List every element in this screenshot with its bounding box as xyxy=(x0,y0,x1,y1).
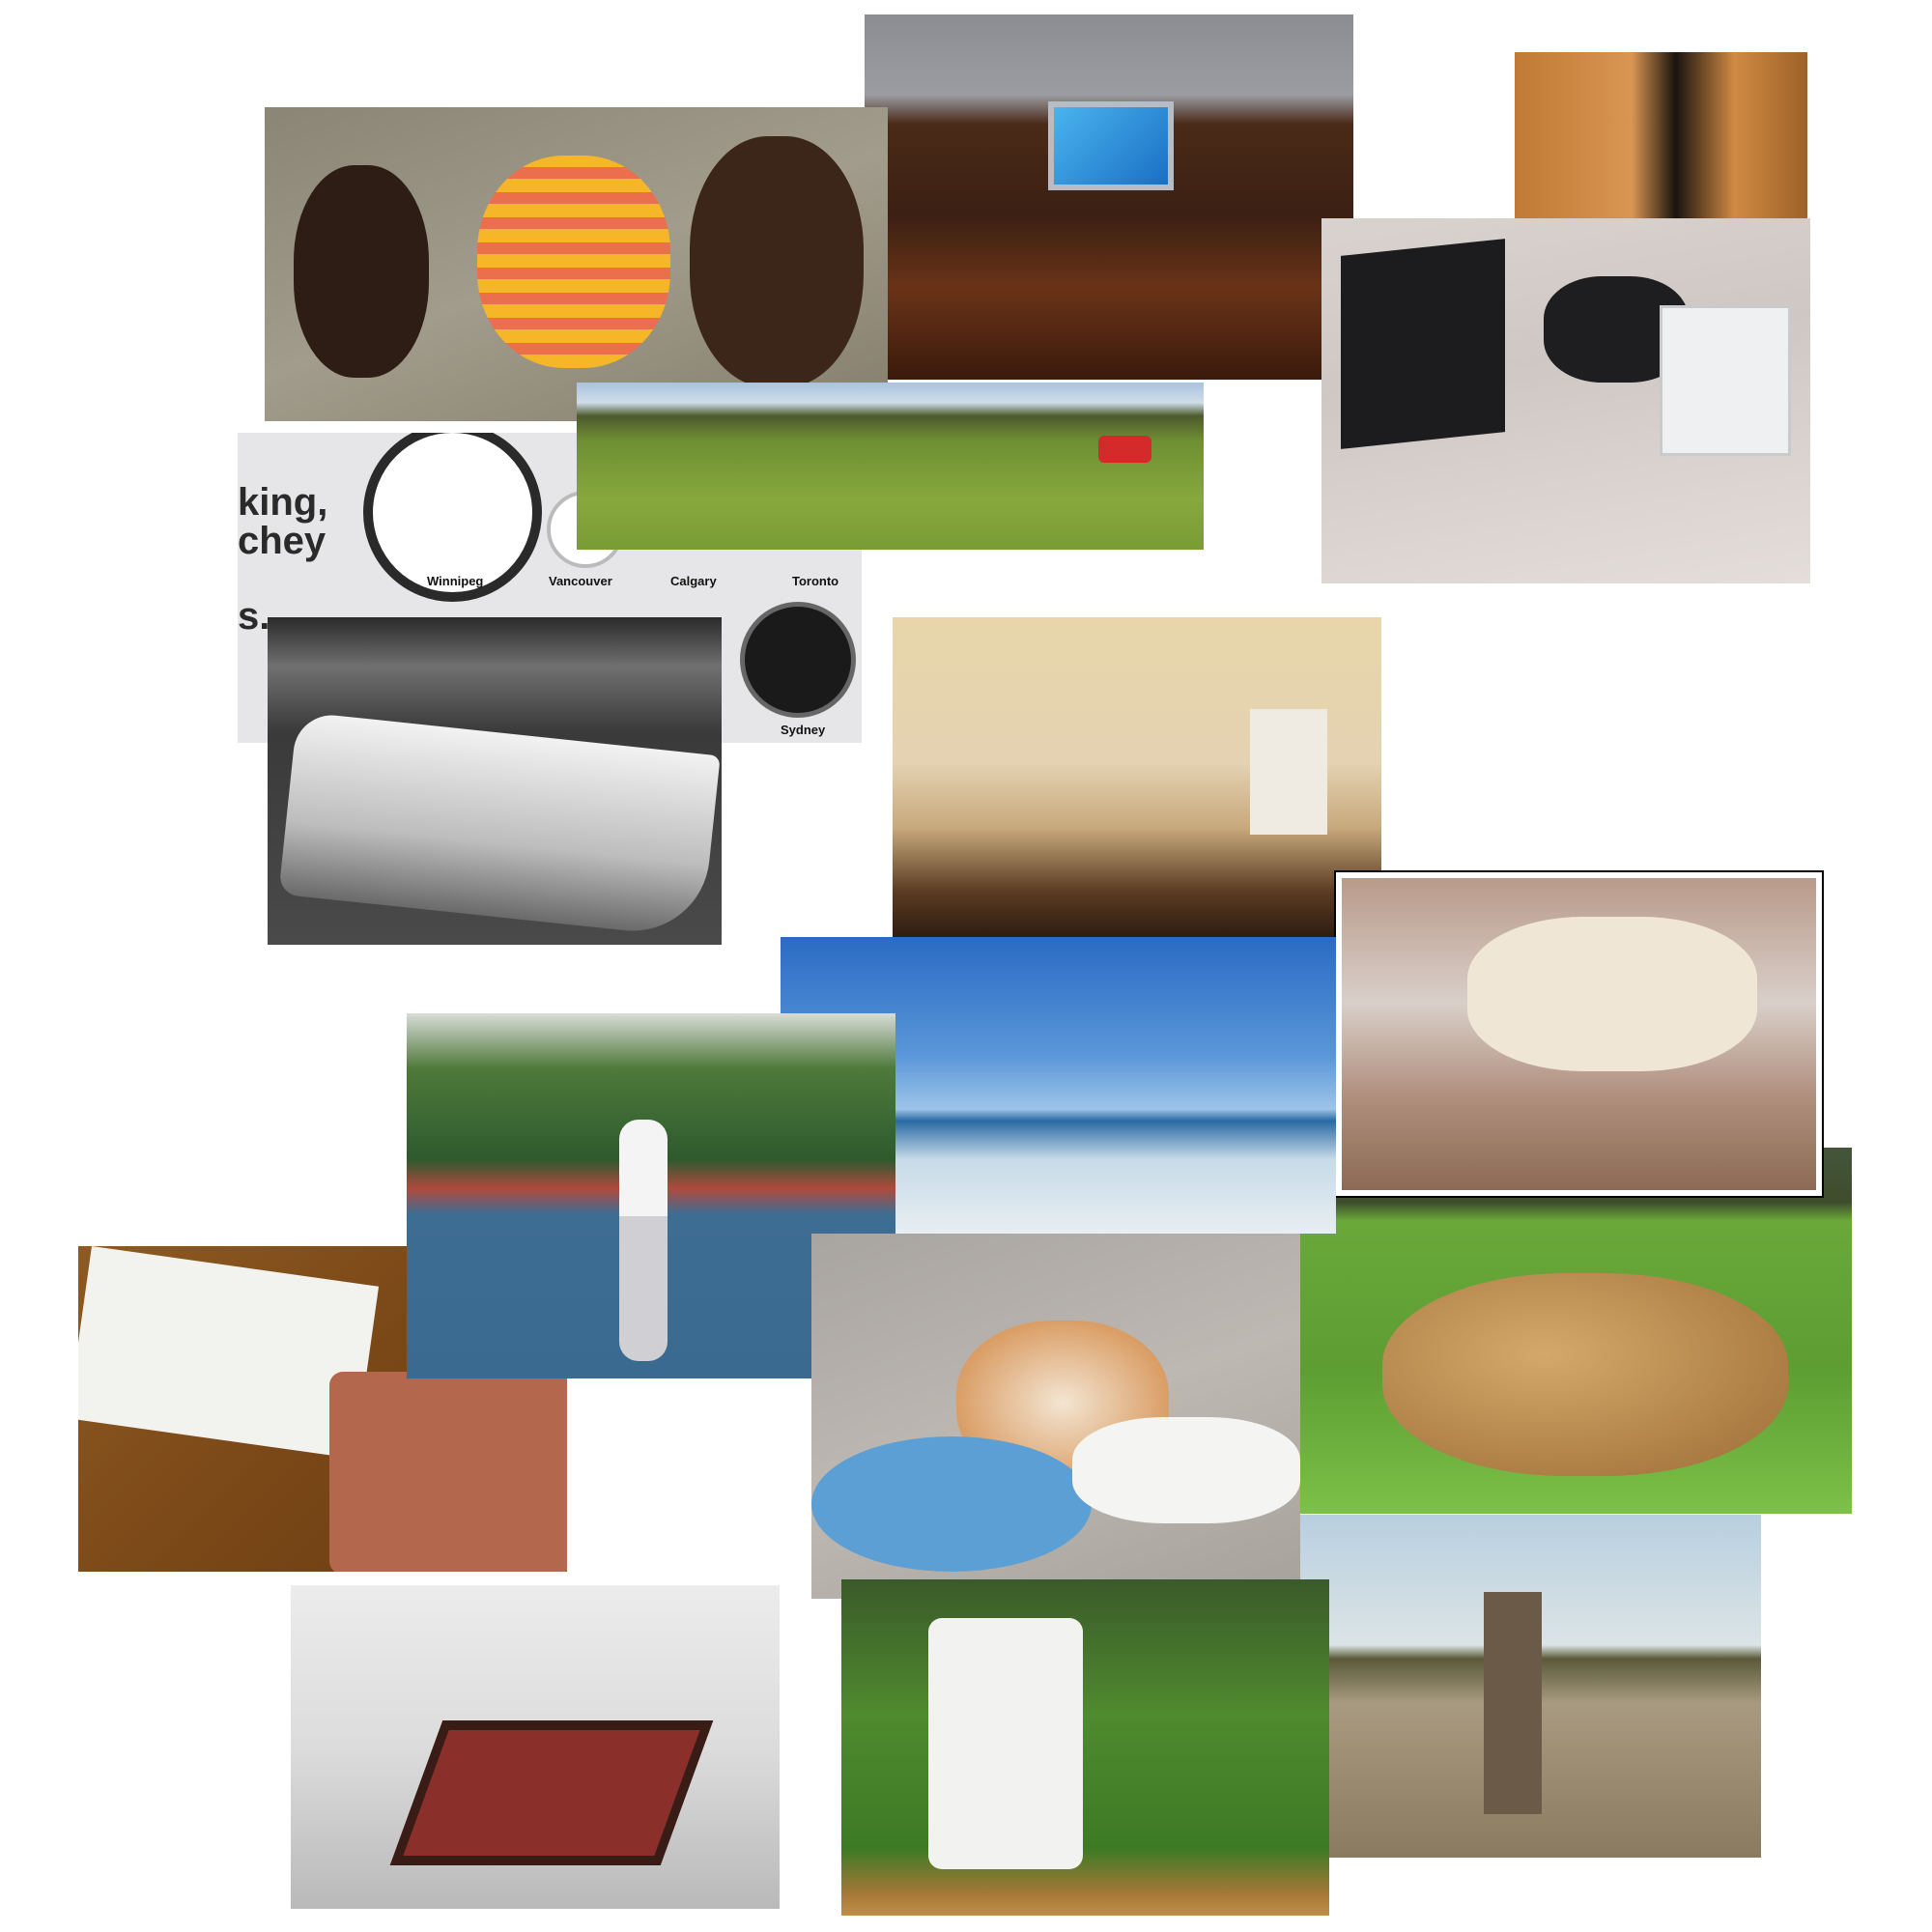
photo-toilet-garden xyxy=(841,1579,1329,1916)
photo-keyboard-mouse xyxy=(78,1246,567,1572)
photo-cat-shoes xyxy=(811,1234,1300,1599)
city-label: Sydney xyxy=(781,723,826,737)
clock-face xyxy=(363,433,542,602)
city-label: Calgary xyxy=(670,574,717,588)
laptop-white xyxy=(1660,305,1791,456)
slogan-text: king, xyxy=(238,481,328,524)
kitchen-fridge xyxy=(1250,709,1327,835)
horse-red-rug xyxy=(1098,436,1151,463)
polar-bear xyxy=(1467,917,1757,1071)
clock-face xyxy=(740,602,856,718)
toy-cat xyxy=(477,156,670,368)
toy-bear xyxy=(690,136,864,387)
laptop-black xyxy=(1341,239,1505,449)
photo-laptops-bed xyxy=(1321,218,1810,583)
slogan-text: s. xyxy=(238,595,270,638)
city-label: Vancouver xyxy=(549,574,612,588)
photo-horses-field xyxy=(577,383,1204,550)
photo-boat-bw xyxy=(268,617,722,945)
boat-hull xyxy=(278,711,721,939)
photo-polar-bear xyxy=(1334,870,1824,1198)
city-label: Toronto xyxy=(792,574,839,588)
slogan-text: chey xyxy=(238,520,327,562)
photo-dogs xyxy=(1515,52,1807,224)
toy-owl xyxy=(294,165,429,378)
toilet xyxy=(928,1618,1083,1869)
slipper xyxy=(811,1436,1092,1572)
city-label: Winnipeg xyxy=(427,574,484,588)
bed xyxy=(389,1720,714,1865)
mousepad xyxy=(329,1372,567,1572)
sneaker xyxy=(1072,1417,1300,1523)
photo-giraffes xyxy=(1300,1515,1761,1858)
photo-highland-cow xyxy=(1228,1148,1852,1514)
tennis-player xyxy=(619,1120,668,1361)
laptop xyxy=(1048,101,1174,190)
photo-kitchen xyxy=(893,617,1381,941)
photo-bedroom xyxy=(291,1585,780,1909)
cow-body xyxy=(1382,1273,1788,1476)
photo-laptop-room xyxy=(865,14,1353,380)
giraffe xyxy=(1484,1592,1542,1814)
photo-knitted-toys xyxy=(265,107,888,421)
